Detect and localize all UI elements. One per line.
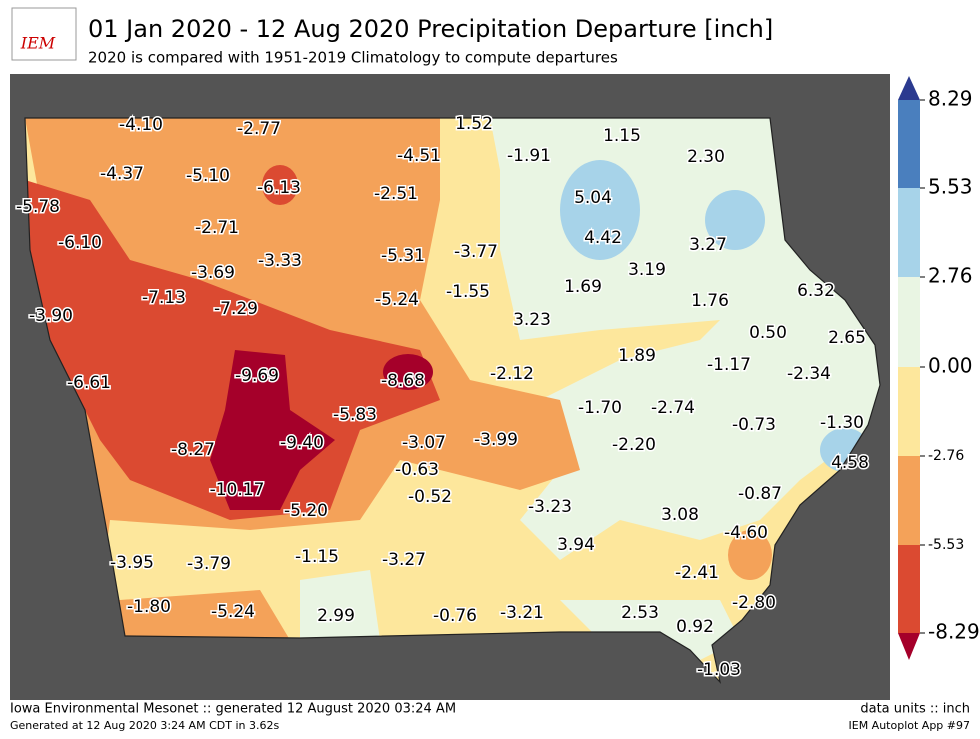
- station-value: -3.21: [500, 603, 544, 623]
- station-value: 1.52: [455, 114, 493, 134]
- station-value: -3.33: [258, 251, 302, 271]
- station-value: 3.08: [661, 505, 699, 525]
- station-value: -3.07: [402, 433, 446, 453]
- station-value: -5.24: [211, 602, 255, 622]
- colorbar-label: 5.53: [928, 175, 973, 199]
- station-value: -1.70: [578, 398, 622, 418]
- footer-right: data units :: inch: [860, 702, 970, 717]
- station-value: -2.51: [374, 184, 418, 204]
- subtitle: 2020 is compared with 1951-2019 Climatol…: [88, 49, 618, 67]
- title: 01 Jan 2020 - 12 Aug 2020 Precipitation …: [88, 15, 773, 43]
- colorbar-label: 2.76: [928, 264, 973, 288]
- station-value: -2.12: [490, 364, 534, 384]
- colorbar-label: 8.29: [928, 87, 973, 111]
- colorbar: [898, 76, 920, 660]
- logo-box: [11, 7, 77, 61]
- station-value: -5.31: [381, 246, 425, 266]
- station-value: -0.52: [408, 487, 452, 507]
- station-value: 3.94: [557, 535, 595, 555]
- station-value: 2.30: [687, 147, 725, 167]
- logo: IEM: [20, 34, 56, 53]
- state-outline: [24, 117, 881, 684]
- station-value: -5.24: [375, 290, 419, 310]
- station-value: -1.30: [820, 413, 864, 433]
- station-value: -4.10: [119, 115, 163, 135]
- station-value: -3.90: [29, 306, 73, 326]
- station-value: -3.27: [382, 550, 426, 570]
- station-value: 0.92: [676, 617, 714, 637]
- station-value: -6.10: [58, 233, 102, 253]
- station-value: 2.99: [317, 606, 355, 626]
- station-value: -9.69: [235, 366, 279, 386]
- station-value: -9.40: [280, 433, 324, 453]
- station-value: -0.87: [738, 484, 782, 504]
- station-value: -4.51: [397, 146, 441, 166]
- station-value: -5.10: [186, 166, 230, 186]
- station-value: -6.13: [257, 178, 301, 198]
- station-value: -5.83: [333, 405, 377, 425]
- station-value: 2.53: [621, 603, 659, 623]
- footer-right2: IEM Autoplot App #97: [849, 719, 971, 732]
- station-value: -1.15: [295, 547, 339, 567]
- station-value: 1.69: [564, 277, 602, 297]
- footer-left: Iowa Environmental Mesonet :: generated …: [10, 702, 456, 717]
- station-value: -1.17: [707, 355, 751, 375]
- station-value: -8.27: [171, 440, 215, 460]
- colorbar-label: -8.29: [928, 620, 980, 644]
- station-value: -2.71: [195, 218, 239, 238]
- colorbar-label: 0.00: [928, 354, 973, 378]
- station-value: -8.68: [381, 371, 425, 391]
- station-value: 3.23: [513, 310, 551, 330]
- station-value: -2.20: [612, 435, 656, 455]
- station-value: -3.95: [110, 553, 154, 573]
- station-value: -1.91: [507, 146, 551, 166]
- station-value: 3.27: [689, 235, 727, 255]
- station-value: -5.20: [284, 501, 328, 521]
- station-value: 0.50: [749, 323, 787, 343]
- station-value: 1.89: [618, 346, 656, 366]
- station-value: -1.03: [697, 660, 741, 680]
- colorbar-label: -2.76: [928, 448, 964, 464]
- station-value: -4.37: [100, 164, 144, 184]
- station-value: 5.04: [574, 188, 612, 208]
- station-value: 3.19: [628, 260, 666, 280]
- station-value: -2.41: [675, 563, 719, 583]
- station-value: -7.13: [142, 288, 186, 308]
- footer-left2: Generated at 12 Aug 2020 3:24 AM CDT in …: [10, 719, 279, 732]
- station-value: 1.15: [603, 126, 641, 146]
- station-value: -0.73: [732, 415, 776, 435]
- station-value: -3.69: [191, 263, 235, 283]
- station-value: -1.55: [446, 282, 490, 302]
- station-value: -4.60: [724, 523, 768, 543]
- station-value: -1.80: [127, 597, 171, 617]
- station-value: 1.76: [691, 291, 729, 311]
- station-value: -3.23: [528, 497, 572, 517]
- station-value: 4.42: [584, 228, 622, 248]
- station-value: -2.77: [237, 119, 281, 139]
- station-value: -0.63: [395, 460, 439, 480]
- station-value: 6.32: [797, 281, 835, 301]
- station-value: -3.79: [187, 554, 231, 574]
- station-value: -3.99: [474, 430, 518, 450]
- contours: [25, 118, 880, 682]
- station-value: 4.58: [831, 453, 869, 473]
- colorbar-label: -5.53: [928, 537, 964, 553]
- station-value: -7.29: [214, 299, 258, 319]
- station-value: -2.74: [651, 398, 695, 418]
- station-value: -3.77: [454, 242, 498, 262]
- station-value: 2.65: [828, 328, 866, 348]
- station-value: -0.76: [433, 606, 477, 626]
- station-value: -5.78: [16, 197, 60, 217]
- station-value: -2.34: [787, 364, 831, 384]
- station-value: -2.80: [732, 593, 776, 613]
- station-value: -6.61: [67, 373, 111, 393]
- station-value: -10.17: [210, 480, 265, 500]
